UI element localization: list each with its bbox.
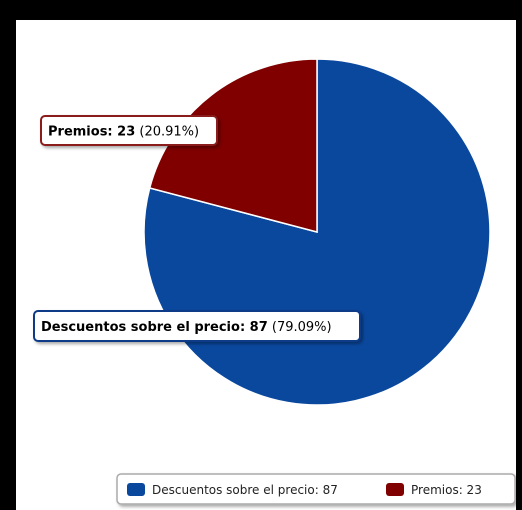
slice-label-premios: Premios: 23 (20.91%) bbox=[40, 115, 218, 146]
legend-label: Descuentos sobre el precio: 87 bbox=[152, 483, 338, 497]
legend-box bbox=[116, 473, 516, 505]
legend-swatch bbox=[386, 483, 404, 496]
slice-label-box bbox=[33, 310, 361, 342]
legend-swatch bbox=[127, 483, 145, 496]
legend-item-premios[interactable]: Premios: 23 bbox=[386, 483, 482, 497]
legend-item-descuentos-sobre-el-precio[interactable]: Descuentos sobre el precio: 87 bbox=[127, 483, 338, 497]
slice-label-text: Descuentos sobre el precio: 87 (79.09%) bbox=[41, 320, 332, 335]
legend-label: Premios: 23 bbox=[411, 483, 482, 497]
pie-slices bbox=[143, 58, 491, 406]
legend: Descuentos sobre el precio: 87 Premios: 2… bbox=[116, 473, 516, 505]
pie-slice-premios bbox=[148, 58, 318, 233]
slice-label-text: Premios: 23 (20.91%) bbox=[48, 125, 199, 140]
slice-labels: Descuentos sobre el precio: 87 (79.09%) P… bbox=[33, 115, 361, 342]
slice-label-box bbox=[40, 115, 218, 146]
slice-label-descuentos-sobre-el-precio: Descuentos sobre el precio: 87 (79.09%) bbox=[33, 310, 361, 342]
